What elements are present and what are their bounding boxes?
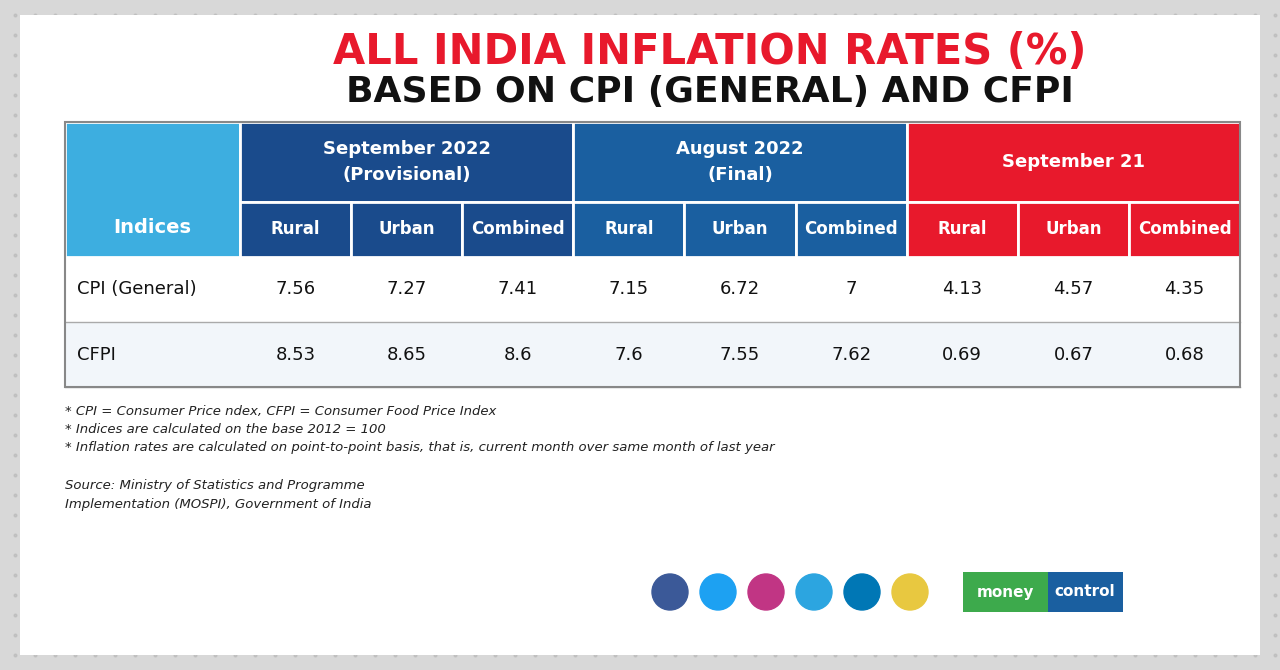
Bar bbox=[65, 322, 1240, 387]
Text: September 21: September 21 bbox=[1002, 153, 1144, 171]
Text: money: money bbox=[977, 584, 1034, 600]
Bar bbox=[906, 202, 1018, 257]
Text: 4.13: 4.13 bbox=[942, 281, 982, 299]
Text: Urban: Urban bbox=[379, 220, 435, 239]
Text: Source: Ministry of Statistics and Programme
Implementation (MOSPI), Government : Source: Ministry of Statistics and Progr… bbox=[65, 479, 371, 511]
Text: 7.6: 7.6 bbox=[614, 346, 644, 364]
Circle shape bbox=[652, 574, 689, 610]
Bar bbox=[796, 202, 906, 257]
Bar bbox=[963, 572, 1048, 612]
Text: ALL INDIA INFLATION RATES (%): ALL INDIA INFLATION RATES (%) bbox=[333, 31, 1087, 73]
Text: Combined: Combined bbox=[471, 220, 564, 239]
Bar bbox=[241, 122, 573, 202]
Bar bbox=[241, 202, 351, 257]
Text: Indices: Indices bbox=[114, 218, 192, 237]
Text: Urban: Urban bbox=[712, 220, 768, 239]
Text: Combined: Combined bbox=[1138, 220, 1231, 239]
Text: 8.6: 8.6 bbox=[503, 346, 532, 364]
Text: 6.72: 6.72 bbox=[719, 281, 760, 299]
Text: 0.67: 0.67 bbox=[1053, 346, 1093, 364]
Text: 8.53: 8.53 bbox=[275, 346, 316, 364]
Text: CFPI: CFPI bbox=[77, 346, 116, 364]
Text: control: control bbox=[1055, 584, 1115, 600]
Text: * CPI = Consumer Price ndex, CFPI = Consumer Food Price Index: * CPI = Consumer Price ndex, CFPI = Cons… bbox=[65, 405, 497, 418]
Circle shape bbox=[892, 574, 928, 610]
Bar bbox=[462, 202, 573, 257]
Text: 7: 7 bbox=[845, 281, 856, 299]
Text: 7.41: 7.41 bbox=[498, 281, 538, 299]
Text: * Indices are calculated on the base 2012 = 100: * Indices are calculated on the base 201… bbox=[65, 423, 385, 436]
Circle shape bbox=[796, 574, 832, 610]
Bar bbox=[906, 122, 1240, 202]
Text: August 2022
(Final): August 2022 (Final) bbox=[676, 141, 804, 184]
Text: Combined: Combined bbox=[804, 220, 899, 239]
Bar bbox=[573, 122, 906, 202]
Text: Rural: Rural bbox=[937, 220, 987, 239]
Text: 0.68: 0.68 bbox=[1165, 346, 1204, 364]
Text: 8.65: 8.65 bbox=[387, 346, 426, 364]
Bar bbox=[65, 122, 241, 257]
Bar bbox=[1129, 202, 1240, 257]
Text: 7.15: 7.15 bbox=[609, 281, 649, 299]
Bar bbox=[1018, 202, 1129, 257]
Text: 0.69: 0.69 bbox=[942, 346, 982, 364]
Circle shape bbox=[700, 574, 736, 610]
Text: 7.62: 7.62 bbox=[831, 346, 872, 364]
Text: Rural: Rural bbox=[271, 220, 320, 239]
Bar bbox=[351, 202, 462, 257]
Circle shape bbox=[748, 574, 783, 610]
Text: * Inflation rates are calculated on point-to-point basis, that is, current month: * Inflation rates are calculated on poin… bbox=[65, 441, 774, 454]
Bar bbox=[65, 122, 1240, 387]
Circle shape bbox=[844, 574, 881, 610]
Text: Rural: Rural bbox=[604, 220, 654, 239]
Text: 7.56: 7.56 bbox=[275, 281, 316, 299]
Text: BASED ON CPI (GENERAL) AND CFPI: BASED ON CPI (GENERAL) AND CFPI bbox=[346, 75, 1074, 109]
Text: 4.35: 4.35 bbox=[1165, 281, 1204, 299]
Text: September 2022
(Provisional): September 2022 (Provisional) bbox=[323, 141, 490, 184]
Bar bbox=[573, 202, 685, 257]
Text: CPI (General): CPI (General) bbox=[77, 281, 197, 299]
Text: 7.27: 7.27 bbox=[387, 281, 426, 299]
Text: Urban: Urban bbox=[1044, 220, 1102, 239]
Text: 4.57: 4.57 bbox=[1053, 281, 1093, 299]
Bar bbox=[685, 202, 796, 257]
Bar bbox=[65, 257, 1240, 322]
Text: 7.55: 7.55 bbox=[719, 346, 760, 364]
Bar bbox=[1048, 572, 1123, 612]
